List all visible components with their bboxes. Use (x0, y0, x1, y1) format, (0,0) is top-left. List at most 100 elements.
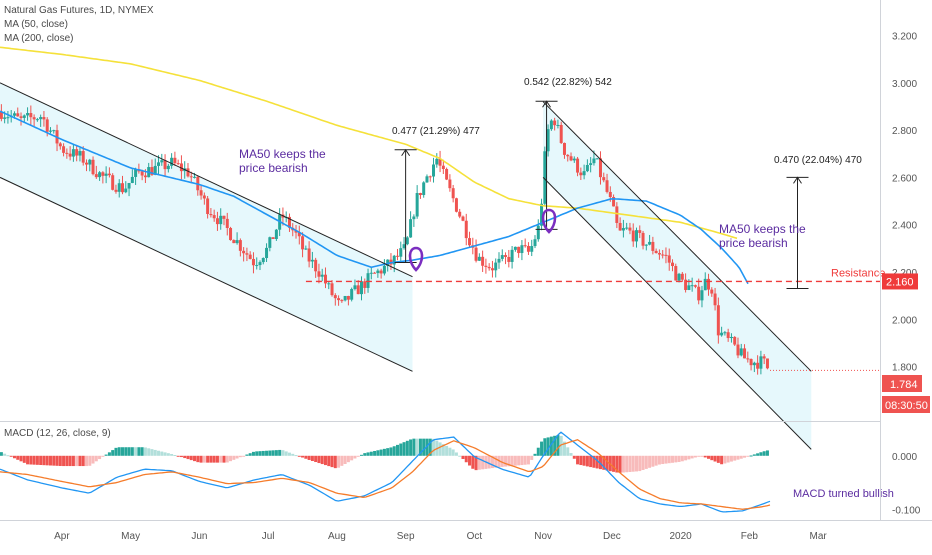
candle-body (598, 158, 602, 178)
macd-histogram-bar (471, 455, 475, 469)
macd-histogram-bar (667, 455, 671, 464)
candle-body (130, 176, 134, 183)
candle-body (729, 336, 733, 339)
macd-histogram-bar (749, 455, 753, 457)
macd-histogram-bar (215, 455, 219, 463)
macd-histogram-bar (363, 453, 367, 456)
macd-histogram-bar (281, 450, 285, 456)
candle-body (579, 172, 583, 176)
pane-divider[interactable] (0, 421, 880, 422)
candle-body (497, 258, 501, 263)
macd-histogram-bar (523, 455, 527, 465)
macd-histogram-bar (35, 455, 39, 465)
ma50-annotation-2a: MA50 keeps the (719, 222, 806, 236)
ma200-legend[interactable]: MA (200, close) (4, 33, 74, 44)
macd-histogram-bar (232, 455, 236, 460)
candle-body (438, 158, 442, 166)
macd-histogram-bar (553, 435, 557, 456)
candle-body (317, 271, 321, 277)
price-tick-label: 3.000 (892, 79, 917, 90)
macd-histogram-bar (392, 446, 396, 456)
macd-histogram-bar (477, 455, 481, 470)
candle-body (310, 259, 314, 262)
candle-body (35, 119, 39, 121)
macd-histogram-bar (157, 450, 161, 456)
macd-histogram-bar (697, 455, 701, 457)
candle-body (490, 268, 494, 271)
measure-label-3: 0.470 (22.04%) 470 (774, 155, 862, 166)
marker-pin-1[interactable] (408, 246, 424, 272)
macd-histogram-bar (765, 450, 769, 456)
macd-histogram-bar (307, 455, 311, 460)
candle-body (517, 246, 521, 254)
symbol-legend[interactable]: Natural Gas Futures, 1D, NYMEX (4, 5, 154, 16)
candle-body (677, 273, 681, 281)
macd-histogram-bar (490, 455, 494, 469)
ma50-legend[interactable]: MA (50, close) (4, 19, 68, 30)
macd-histogram-bar (58, 455, 62, 466)
channel-lower-line[interactable] (542, 177, 812, 450)
candle-body (585, 164, 589, 172)
candle-body (366, 273, 370, 288)
candle-body (6, 117, 10, 119)
macd-histogram-bar (369, 451, 373, 456)
channel-upper-line[interactable] (0, 82, 413, 278)
candle-body (396, 255, 400, 257)
macd-histogram-bar (716, 455, 720, 463)
candle-body (376, 270, 380, 274)
marker-pin-2[interactable] (541, 208, 557, 234)
macd-histogram-bar (251, 451, 255, 456)
candle-body (657, 253, 661, 255)
candle-body (114, 189, 118, 192)
macd-legend[interactable]: MACD (12, 26, close, 9) (4, 428, 111, 439)
candle-body (500, 255, 504, 259)
candle-body (45, 119, 49, 132)
macd-histogram-bar (189, 455, 193, 461)
macd-tick-label: -0.100 (892, 505, 921, 516)
candle-body (160, 160, 164, 163)
candle-body (602, 177, 606, 181)
candle-body (418, 193, 422, 196)
candle-body (75, 149, 79, 156)
macd-histogram-bar (687, 455, 691, 460)
candle-body (359, 281, 363, 295)
resistance-price-badge-text: 2.160 (886, 276, 914, 288)
candle-body (756, 362, 760, 369)
macd-histogram-bar (127, 447, 131, 456)
macd-histogram-bar (265, 450, 269, 456)
macd-histogram-bar (278, 449, 282, 456)
time-tick-label: Sep (397, 531, 415, 542)
macd-histogram-bar (386, 448, 390, 456)
macd-histogram-bar (402, 442, 406, 456)
candle-body (94, 174, 98, 178)
candle-body (251, 258, 255, 266)
candle-body (271, 237, 275, 239)
macd-histogram-bar (736, 455, 740, 460)
macd-histogram-bar (513, 455, 517, 466)
macd-histogram-bar (654, 455, 658, 466)
candle-body (693, 285, 697, 287)
candle-body (0, 111, 3, 119)
macd-histogram-bar (474, 455, 478, 471)
macd-histogram-bar (39, 455, 43, 466)
macd-histogram-bar (94, 455, 98, 462)
candle-body (461, 216, 465, 221)
candle-body (287, 216, 291, 228)
candle-body (468, 238, 472, 246)
macd-histogram-bar (12, 455, 16, 459)
time-tick-label: Jul (262, 531, 275, 542)
candle-body (199, 190, 203, 196)
candle-body (595, 158, 599, 160)
candle-body (549, 120, 553, 130)
candle-body (258, 262, 262, 266)
macd-histogram-bar (373, 450, 377, 456)
candle-body (726, 332, 730, 339)
candle-body (98, 172, 102, 178)
channel-upper-line[interactable] (542, 101, 812, 372)
macd-histogram-bar (674, 455, 678, 463)
macd-histogram-bar (562, 441, 566, 456)
channel-lower-line[interactable] (0, 176, 413, 372)
candle-body (720, 332, 724, 336)
